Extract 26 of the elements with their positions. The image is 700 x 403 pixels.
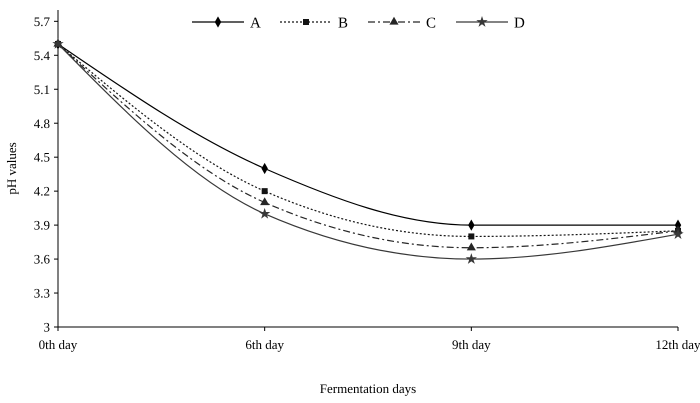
x-axis-title: Fermentation days — [320, 381, 416, 396]
point — [466, 253, 478, 264]
point — [468, 233, 474, 240]
y-tick-label: 3.9 — [34, 218, 50, 233]
x-tick-label: 9th day — [452, 337, 492, 352]
y-tick-label: 3.3 — [34, 286, 50, 301]
point — [262, 188, 268, 194]
point — [260, 197, 270, 206]
legend-label: D — [514, 15, 525, 32]
y-tick-label: 4.2 — [34, 184, 50, 199]
x-tick-label: 0th day — [38, 337, 78, 352]
y-tick-label: 5.4 — [34, 48, 50, 63]
point — [466, 242, 476, 250]
legend-label: C — [426, 15, 436, 32]
y-tick-label: 5.1 — [34, 82, 50, 97]
y-tick-label: 3.6 — [34, 252, 50, 267]
legend-label: B — [338, 15, 348, 32]
point — [672, 228, 684, 239]
y-tick-label: 4.8 — [34, 116, 50, 131]
x-tick-label: 6th day — [245, 337, 284, 352]
y-tick-label: 3 — [44, 320, 50, 335]
y-tick-label: 4.5 — [34, 150, 50, 165]
legend-label: A — [250, 15, 261, 32]
point — [258, 208, 270, 219]
y-axis-title: pH values — [4, 142, 19, 195]
y-tick-label: 5.7 — [34, 14, 50, 29]
